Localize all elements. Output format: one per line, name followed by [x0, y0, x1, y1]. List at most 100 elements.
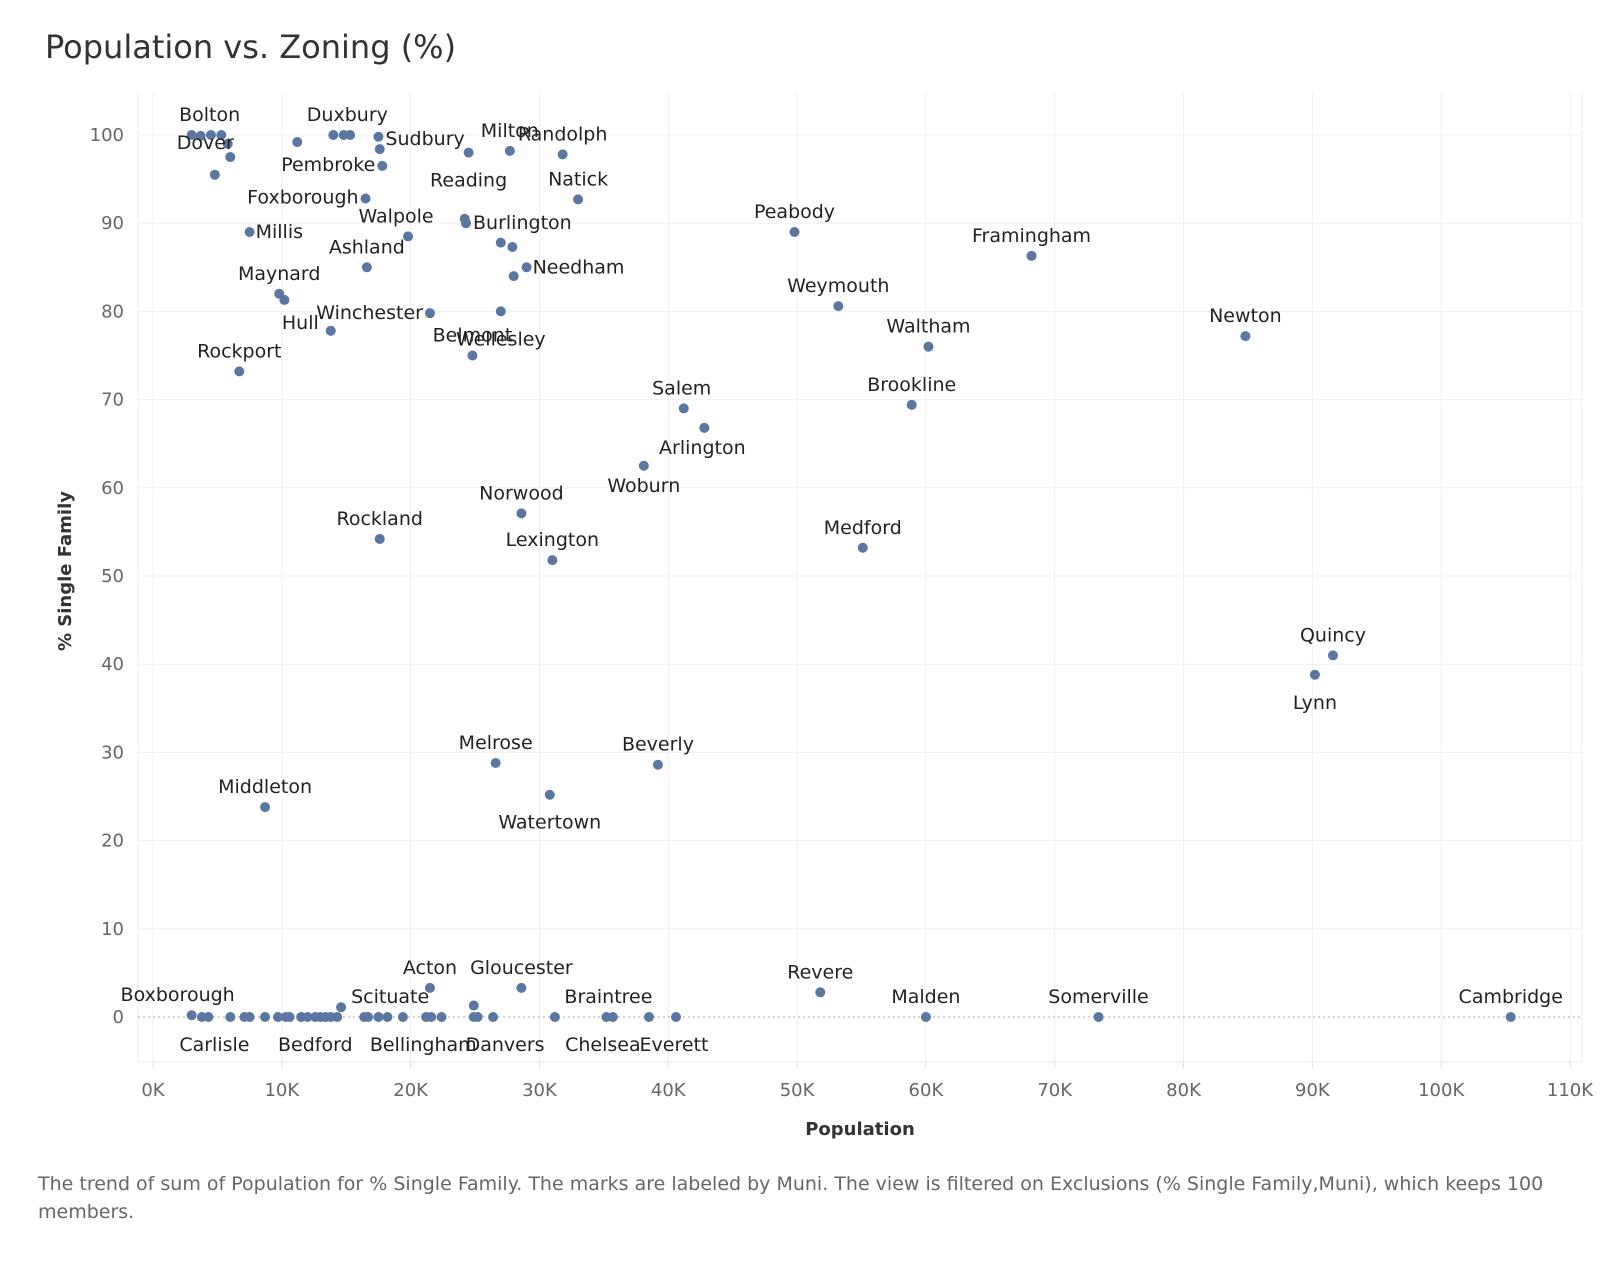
point-label: Reading: [430, 170, 507, 192]
data-point: [516, 982, 527, 993]
data-point: [260, 802, 271, 813]
point-label: Ashland: [329, 236, 405, 258]
x-tick-label: 50K: [780, 1080, 816, 1101]
y-tick-label: 50: [101, 566, 124, 587]
data-point: [508, 271, 519, 282]
x-tick-label: 90K: [1295, 1080, 1331, 1101]
data-point: [557, 149, 568, 160]
y-axis-title: % Single Family: [55, 491, 76, 651]
point-label: Malden: [891, 986, 960, 1008]
data-point: [363, 1012, 374, 1022]
data-point: [209, 169, 220, 180]
point-label: Rockport: [197, 340, 281, 362]
y-tick-label: 90: [101, 213, 124, 234]
point-label: Salem: [652, 377, 711, 399]
data-point: [272, 1012, 283, 1022]
data-point: [374, 533, 385, 544]
data-point: [678, 403, 689, 414]
point-label: Burlington: [473, 212, 572, 234]
data-point: [468, 1000, 479, 1011]
y-tick-label: 80: [101, 301, 124, 322]
point-label: Rockland: [336, 508, 422, 530]
data-point: [377, 160, 388, 171]
data-point: [857, 542, 868, 553]
data-point: [373, 131, 384, 142]
data-point: [397, 1012, 408, 1022]
data-point: [403, 231, 414, 242]
data-point: [244, 227, 255, 238]
data-point: [436, 1012, 447, 1022]
x-tick-label: 110K: [1547, 1080, 1594, 1101]
data-point: [374, 144, 385, 155]
data-point: [516, 508, 527, 519]
data-point: [382, 1012, 393, 1022]
y-tick-label: 0: [113, 1007, 124, 1028]
point-label: Belmont: [433, 325, 513, 347]
data-point: [336, 1002, 347, 1013]
point-label: Milton: [481, 120, 539, 142]
point-label: Carlisle: [179, 1034, 249, 1056]
point-label: Watertown: [498, 812, 601, 834]
data-point: [225, 152, 236, 163]
data-point: [573, 194, 584, 205]
axes: 0K 10K 20K 30K 40K 50K 60K 70K 80K 90K 100K 110K 0 10…: [55, 125, 1594, 1140]
data-point: [361, 262, 372, 273]
point-label: Foxborough: [247, 187, 358, 209]
point-label: Wellesley: [456, 328, 546, 350]
data-point: [332, 1012, 343, 1022]
point-label: Middleton: [218, 776, 312, 798]
point-label: Beverly: [622, 734, 694, 756]
y-tick-label: 40: [101, 654, 124, 675]
data-point: [216, 130, 227, 140]
y-tick-label: 30: [101, 742, 124, 763]
point-label: Lexington: [506, 529, 599, 551]
point-label: Everett: [640, 1034, 709, 1056]
data-point: [906, 399, 917, 410]
data-point: [205, 130, 216, 140]
y-tick-label: 100: [90, 125, 124, 146]
y-tick-label: 70: [101, 390, 124, 411]
point-label: Brookline: [867, 374, 956, 396]
point-label: Millis: [256, 221, 303, 243]
y-tick-label: 20: [101, 831, 124, 852]
point-label: Duxbury: [307, 104, 388, 126]
data-point: [302, 1012, 313, 1022]
data-point: [1505, 1012, 1516, 1022]
data-point: [652, 759, 663, 770]
data-point: [789, 227, 800, 238]
point-label: Weymouth: [787, 275, 889, 297]
point-label: Maynard: [238, 263, 321, 285]
data-point: [186, 130, 197, 140]
data-point: [549, 1012, 560, 1022]
data-point: [815, 987, 826, 998]
point-label: Newton: [1209, 305, 1282, 327]
point-label: Sudbury: [385, 128, 464, 150]
point-label: Bedford: [278, 1034, 353, 1056]
point-label: Waltham: [886, 316, 970, 338]
point-label: Braintree: [564, 986, 652, 1008]
data-point: [607, 1012, 618, 1022]
x-axis-title: Population: [805, 1119, 915, 1140]
point-label: Winchester: [316, 302, 423, 324]
data-point: [345, 130, 356, 140]
x-tick-label: 60K: [909, 1080, 945, 1101]
data-point: [504, 145, 515, 156]
x-tick-label: 30K: [522, 1080, 558, 1101]
point-label: Boxborough: [121, 984, 235, 1006]
point-label: Melrose: [459, 732, 533, 754]
data-point: [643, 1012, 654, 1022]
data-point: [461, 218, 472, 229]
data-point: [547, 555, 558, 566]
point-label: Chelsea: [565, 1034, 641, 1056]
data-point: [1309, 669, 1320, 680]
data-point: [195, 130, 206, 141]
data-point: [699, 422, 710, 433]
data-point: [325, 325, 336, 336]
point-label: Cambridge: [1459, 986, 1563, 1008]
data-point: [225, 1012, 236, 1022]
x-tick-label: 10K: [264, 1080, 300, 1101]
data-point: [373, 1012, 384, 1022]
point-label: Peabody: [754, 201, 835, 223]
data-point: [279, 294, 290, 305]
